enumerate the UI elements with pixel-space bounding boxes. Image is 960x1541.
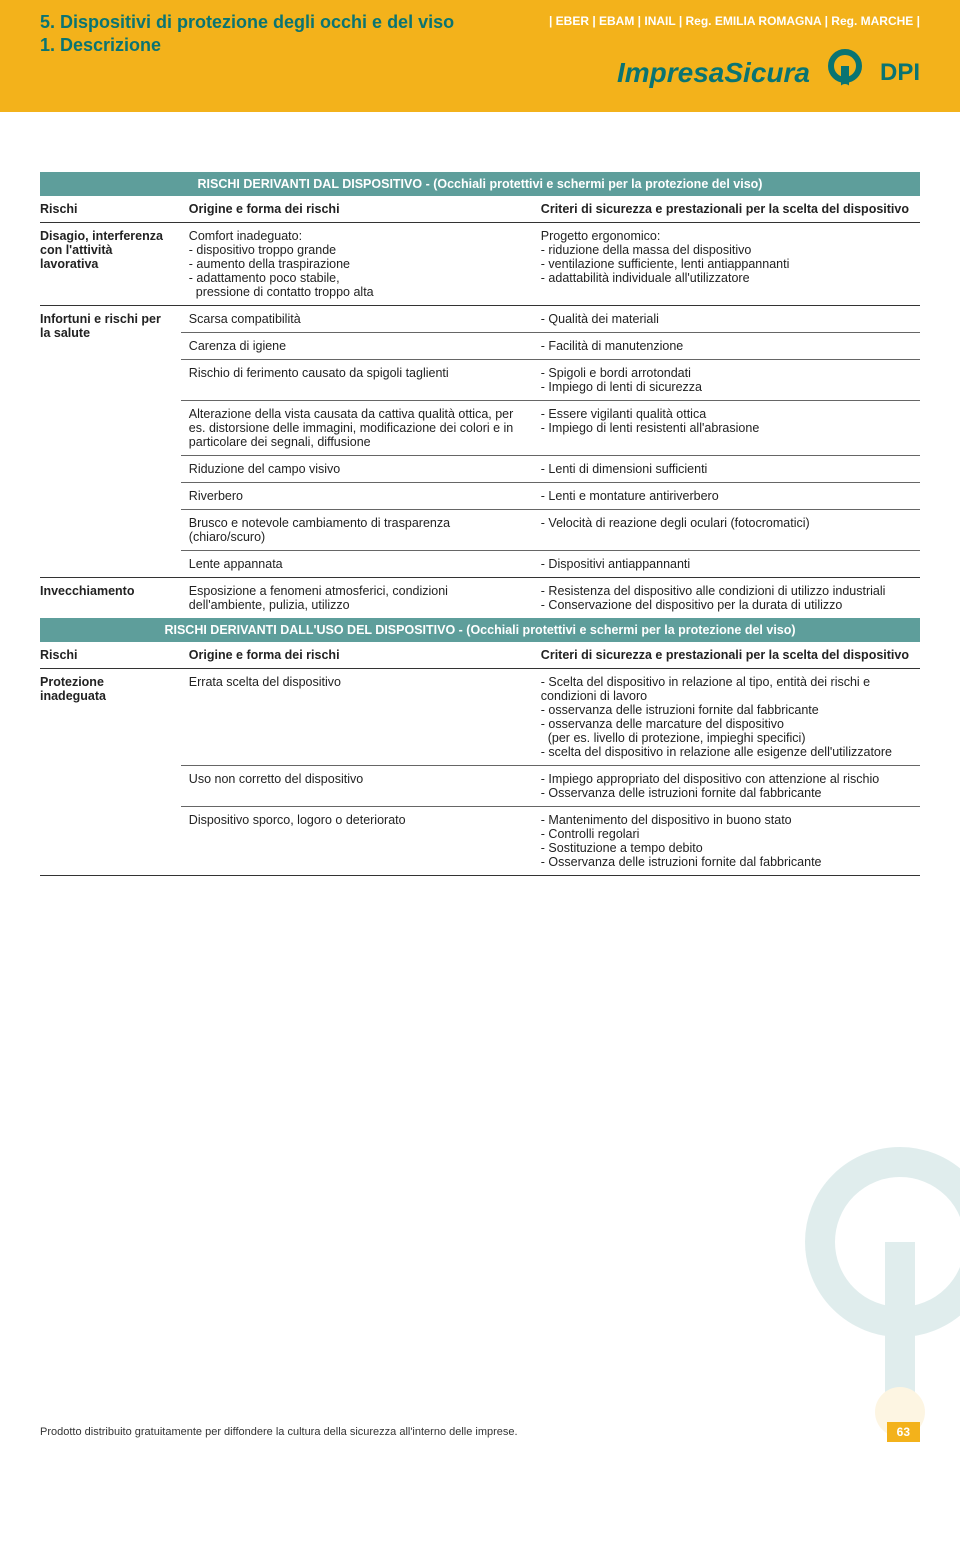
risk-origin: Rischio di ferimento causato da spigoli … [181, 360, 533, 401]
risk-criteria: - Scelta del dispositivo in relazione al… [533, 669, 920, 766]
risk-criteria: - Qualità dei materiali [533, 306, 920, 333]
page-header: 5. Dispositivi di protezione degli occhi… [0, 0, 960, 112]
brand-bar: ImpresaSicura DPI [617, 48, 920, 98]
col-header-criteri: Criteri di sicurezza e prestazionali per… [533, 642, 920, 669]
risk-origin: Lente appannata [181, 551, 533, 578]
brand-name: ImpresaSicura [617, 57, 810, 89]
page-footer: Prodotto distribuito gratuitamente per d… [40, 1422, 920, 1442]
risk-criteria: - Resistenza del dispositivo alle condiz… [533, 578, 920, 619]
risk-origin: Riduzione del campo visivo [181, 456, 533, 483]
risk-origin: Dispositivo sporco, logoro o deteriorato [181, 807, 533, 876]
col-header-rischi: Rischi [40, 196, 181, 223]
risk-origin: Riverbero [181, 483, 533, 510]
risk-criteria: - Spigoli e bordi arrotondati- Impiego d… [533, 360, 920, 401]
risk-origin: Errata scelta del dispositivo [181, 669, 533, 766]
risk-criteria: Progetto ergonomico:- riduzione della ma… [533, 223, 920, 306]
risk-origin: Carenza di igiene [181, 333, 533, 360]
risk-origin: Uso non corretto del dispositivo [181, 766, 533, 807]
header-links: | EBER | EBAM | INAIL | Reg. EMILIA ROMA… [549, 14, 920, 28]
risk-table: RISCHI DERIVANTI DAL DISPOSITIVO - (Occh… [40, 172, 920, 876]
brand-tag: DPI [880, 59, 920, 87]
risk-origin: Brusco e notevole cambiamento di traspar… [181, 510, 533, 551]
footer-text: Prodotto distribuito gratuitamente per d… [40, 1426, 518, 1438]
risk-criteria: - Mantenimento del dispositivo in buono … [533, 807, 920, 876]
risk-criteria: - Lenti e montature antiriverbero [533, 483, 920, 510]
risk-origin: Alterazione della vista causata da catti… [181, 401, 533, 456]
risk-label: Invecchiamento [40, 578, 181, 619]
section-header: RISCHI DERIVANTI DAL DISPOSITIVO - (Occh… [40, 172, 920, 196]
risk-criteria: - Lenti di dimensioni sufficienti [533, 456, 920, 483]
risk-origin: Esposizione a fenomeni atmosferici, cond… [181, 578, 533, 619]
col-header-criteri: Criteri di sicurezza e prestazionali per… [533, 196, 920, 223]
risk-label: Protezione inadeguata [40, 669, 181, 876]
page-number: 63 [887, 1422, 920, 1442]
brand-icon [820, 48, 870, 98]
risk-criteria: - Dispositivi antiappannanti [533, 551, 920, 578]
risk-criteria: - Facilità di manutenzione [533, 333, 920, 360]
risk-criteria: - Impiego appropriato del dispositivo co… [533, 766, 920, 807]
risk-label: Disagio, interferenza con l'attività lav… [40, 223, 181, 306]
risk-origin: Scarsa compatibilità [181, 306, 533, 333]
risk-criteria: - Essere vigilanti qualità ottica- Impie… [533, 401, 920, 456]
col-header-rischi: Rischi [40, 642, 181, 669]
watermark-icon [800, 1142, 960, 1442]
risk-criteria: - Velocità di reazione degli oculari (fo… [533, 510, 920, 551]
risk-label: Infortuni e rischi per la salute [40, 306, 181, 578]
risk-origin: Comfort inadeguato:- dispositivo troppo … [181, 223, 533, 306]
main-content: RISCHI DERIVANTI DAL DISPOSITIVO - (Occh… [0, 112, 960, 876]
col-header-origine: Origine e forma dei rischi [181, 642, 533, 669]
section-header: RISCHI DERIVANTI DALL'USO DEL DISPOSITIV… [40, 618, 920, 642]
col-header-origine: Origine e forma dei rischi [181, 196, 533, 223]
